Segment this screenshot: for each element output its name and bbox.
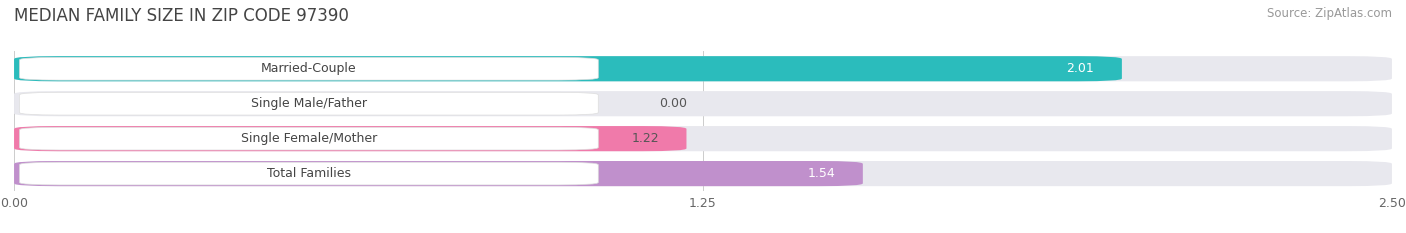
FancyBboxPatch shape — [20, 92, 599, 115]
Text: 2.01: 2.01 — [1067, 62, 1094, 75]
FancyBboxPatch shape — [14, 126, 686, 151]
Text: Married-Couple: Married-Couple — [262, 62, 357, 75]
Text: Single Female/Mother: Single Female/Mother — [240, 132, 377, 145]
Text: Total Families: Total Families — [267, 167, 352, 180]
Text: 1.22: 1.22 — [631, 132, 659, 145]
FancyBboxPatch shape — [20, 127, 599, 150]
FancyBboxPatch shape — [14, 126, 1392, 151]
Text: 0.00: 0.00 — [659, 97, 688, 110]
Text: Source: ZipAtlas.com: Source: ZipAtlas.com — [1267, 7, 1392, 20]
Text: 1.54: 1.54 — [807, 167, 835, 180]
FancyBboxPatch shape — [14, 56, 1392, 81]
FancyBboxPatch shape — [20, 162, 599, 185]
FancyBboxPatch shape — [14, 161, 1392, 186]
Text: Single Male/Father: Single Male/Father — [250, 97, 367, 110]
FancyBboxPatch shape — [14, 161, 863, 186]
FancyBboxPatch shape — [14, 56, 1122, 81]
Text: MEDIAN FAMILY SIZE IN ZIP CODE 97390: MEDIAN FAMILY SIZE IN ZIP CODE 97390 — [14, 7, 349, 25]
FancyBboxPatch shape — [20, 57, 599, 80]
FancyBboxPatch shape — [14, 91, 1392, 116]
